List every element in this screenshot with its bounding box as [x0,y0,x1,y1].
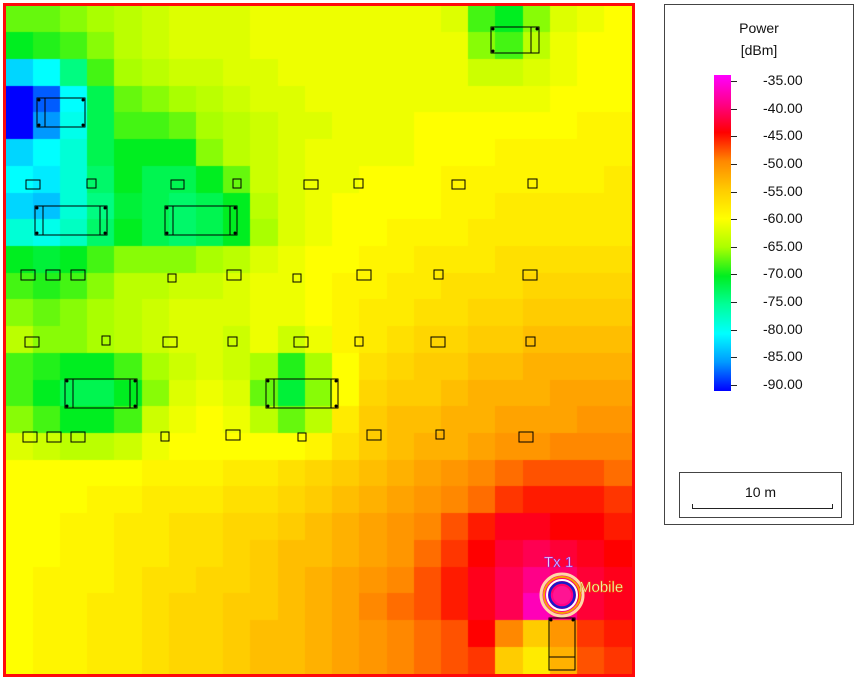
obstacle [430,336,446,348]
obstacle [22,431,38,443]
obstacle [527,178,538,189]
obstacle [293,336,309,348]
legend-tick-label: -60.00 [763,210,803,227]
legend-panel: Power [dBm] -35.00 -40.00 -45.00 -50.00 -55.… [664,4,854,525]
obstacle [303,179,319,190]
legend-tick-label: -55.00 [763,182,803,199]
legend-tick-mark [731,274,737,276]
mobile-label: Mobile [579,579,623,596]
legend-tick-mark [731,136,737,138]
legend-tick-label: -50.00 [763,154,803,171]
legend-tick-label: -35.00 [763,72,803,88]
obstacles-layer [20,26,576,671]
obstacle [86,178,97,189]
obstacle [366,429,382,441]
obstacle [265,378,339,409]
obstacle [354,336,364,347]
mobile-ring-inner [546,579,578,611]
legend-tick-mark [731,191,737,193]
obstacle [225,429,241,441]
legend-tick-mark [731,357,737,359]
legend-tick-mark [731,81,737,82]
obstacle [525,336,536,347]
obstacle [292,273,302,283]
coverage-map[interactable]: Tx 1 Mobile [3,3,635,677]
obstacle [522,269,538,281]
obstacle [297,432,307,442]
obstacle [232,178,242,189]
tx-center [553,586,571,604]
legend-tick-mark [731,329,737,331]
obstacle [45,269,61,281]
obstacle [25,179,41,190]
legend-tick-mark [731,163,737,165]
transmitter-marker[interactable] [539,572,585,618]
legend-title: Power [739,20,779,36]
legend-tick-label: -75.00 [763,293,803,310]
legend-tick-label: -70.00 [763,265,803,282]
obstacle [226,269,242,281]
mobile-ring [543,576,581,614]
legend-tick-mark [731,246,737,248]
scale-bar [692,504,833,509]
obstacle [433,269,444,280]
obstacle [356,269,372,281]
obstacle [227,336,238,347]
scale-label: 10 m [744,484,777,500]
legend-tick-label: -40.00 [763,99,803,116]
obstacle [70,431,86,443]
obstacle [353,178,364,189]
building-overlay: Tx 1 Mobile [20,26,623,671]
obstacle [20,269,36,281]
obstacle [162,336,178,348]
obstacle [64,378,138,409]
legend-tick-label: -80.00 [763,320,803,337]
obstacle [160,431,170,442]
obstacle [36,97,86,128]
obstacle [101,335,111,346]
scale-box: 10 m [679,472,842,518]
legend-tick-label: -90.00 [763,376,803,392]
obstacle [451,179,466,190]
obstacle [518,431,534,443]
obstacle [167,273,177,283]
obstacle [490,26,540,54]
legend-unit: [dBm] [740,42,778,58]
obstacle [34,205,108,236]
obstacle [46,431,62,443]
obstacle [435,429,445,440]
obstacle [70,269,86,281]
obstacle [164,205,238,236]
legend-tick-label: -85.00 [763,348,803,365]
tx-ring [548,581,576,609]
legend-tick-label: -65.00 [763,237,803,254]
obstacle [24,336,40,348]
transmitter-label: Tx 1 [544,554,573,571]
legend-tick-mark [731,385,737,386]
legend-tick-mark [731,108,737,110]
corner-dots [35,27,575,622]
legend-tick-label: -45.00 [763,127,803,144]
mobile-ring-outer [539,572,585,618]
obstacle [170,179,185,190]
legend-colorbar [714,75,731,391]
legend-tick-mark [731,219,737,221]
legend-tick-mark [731,302,737,304]
obstacle [548,617,576,671]
